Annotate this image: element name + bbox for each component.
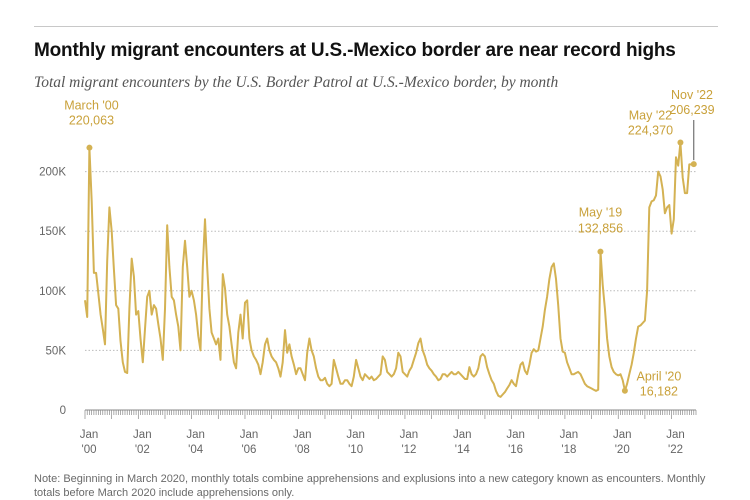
line-chart: 0 50K 100K 150K 200K Jan '00 Jan '02 Jan '04 Jan '0… xyxy=(39,88,714,456)
x-tick-label: '22 xyxy=(668,444,683,456)
y-tick-label: 0 xyxy=(60,405,66,417)
annotation-label: May '22 xyxy=(629,109,672,123)
x-tick-label: Jan xyxy=(666,429,685,441)
annotation-value: 224,370 xyxy=(628,124,673,138)
x-tick-label: '10 xyxy=(348,444,363,456)
x-tick-label: Jan xyxy=(346,429,365,441)
series-line xyxy=(84,141,696,398)
annotation-label: March '00 xyxy=(64,99,119,113)
annotation-label: April '20 xyxy=(637,370,682,384)
x-tick-label: '16 xyxy=(508,444,523,456)
x-tick-label: '08 xyxy=(295,444,310,456)
annotation-marker xyxy=(677,139,684,146)
x-tick-label: '14 xyxy=(455,444,471,456)
x-tick-label: Jan xyxy=(293,429,312,441)
x-tick-label: Jan xyxy=(133,429,152,441)
x-tick-label: '06 xyxy=(241,444,256,456)
x-tick-label: '02 xyxy=(135,444,150,456)
x-tick-label: '12 xyxy=(401,444,416,456)
x-tick-label: Jan xyxy=(506,429,525,441)
x-tick-label: Jan xyxy=(453,429,472,441)
annotation-value: 220,063 xyxy=(69,114,114,128)
annotation-value: 132,856 xyxy=(578,222,623,236)
x-tick-label: '20 xyxy=(615,444,630,456)
top-rule xyxy=(34,26,718,27)
series-encounters xyxy=(84,141,696,398)
x-tick-label: '04 xyxy=(188,444,204,456)
y-axis-labels: 0 50K 100K 150K 200K xyxy=(39,167,66,417)
chart-title: Monthly migrant encounters at U.S.-Mexic… xyxy=(34,40,676,61)
y-tick-label: 50K xyxy=(46,345,67,357)
annotation-marker xyxy=(621,387,628,394)
annotation-marker xyxy=(597,248,604,255)
y-tick-label: 150K xyxy=(39,226,66,238)
x-tick-label: Jan xyxy=(186,429,205,441)
annotation-label: Nov '22 xyxy=(671,88,713,102)
chart-subtitle: Total migrant encounters by the U.S. Bor… xyxy=(34,74,559,91)
x-axis xyxy=(84,409,697,419)
annotation-label: May '19 xyxy=(579,206,622,220)
x-axis-labels: Jan '00 Jan '02 Jan '04 Jan '06 Jan '08 Jan '10 Jan '… xyxy=(80,429,685,456)
annotation-value: 206,239 xyxy=(669,103,714,117)
x-tick-label: '18 xyxy=(561,444,576,456)
chart-note: Note: Beginning in March 2020, monthly t… xyxy=(34,473,706,499)
y-tick-label: 100K xyxy=(39,286,66,298)
annotation-value: 16,182 xyxy=(640,385,678,399)
x-tick-label: Jan xyxy=(80,429,99,441)
y-tick-label: 200K xyxy=(39,167,66,179)
x-tick-label: Jan xyxy=(240,429,259,441)
x-tick-label: Jan xyxy=(400,429,419,441)
gridlines xyxy=(85,171,696,351)
x-tick-label: '00 xyxy=(82,444,97,456)
x-tick-label: Jan xyxy=(613,429,632,441)
annotation-marker xyxy=(690,161,697,168)
x-tick-label: Jan xyxy=(560,429,579,441)
annotation-marker xyxy=(86,144,93,151)
